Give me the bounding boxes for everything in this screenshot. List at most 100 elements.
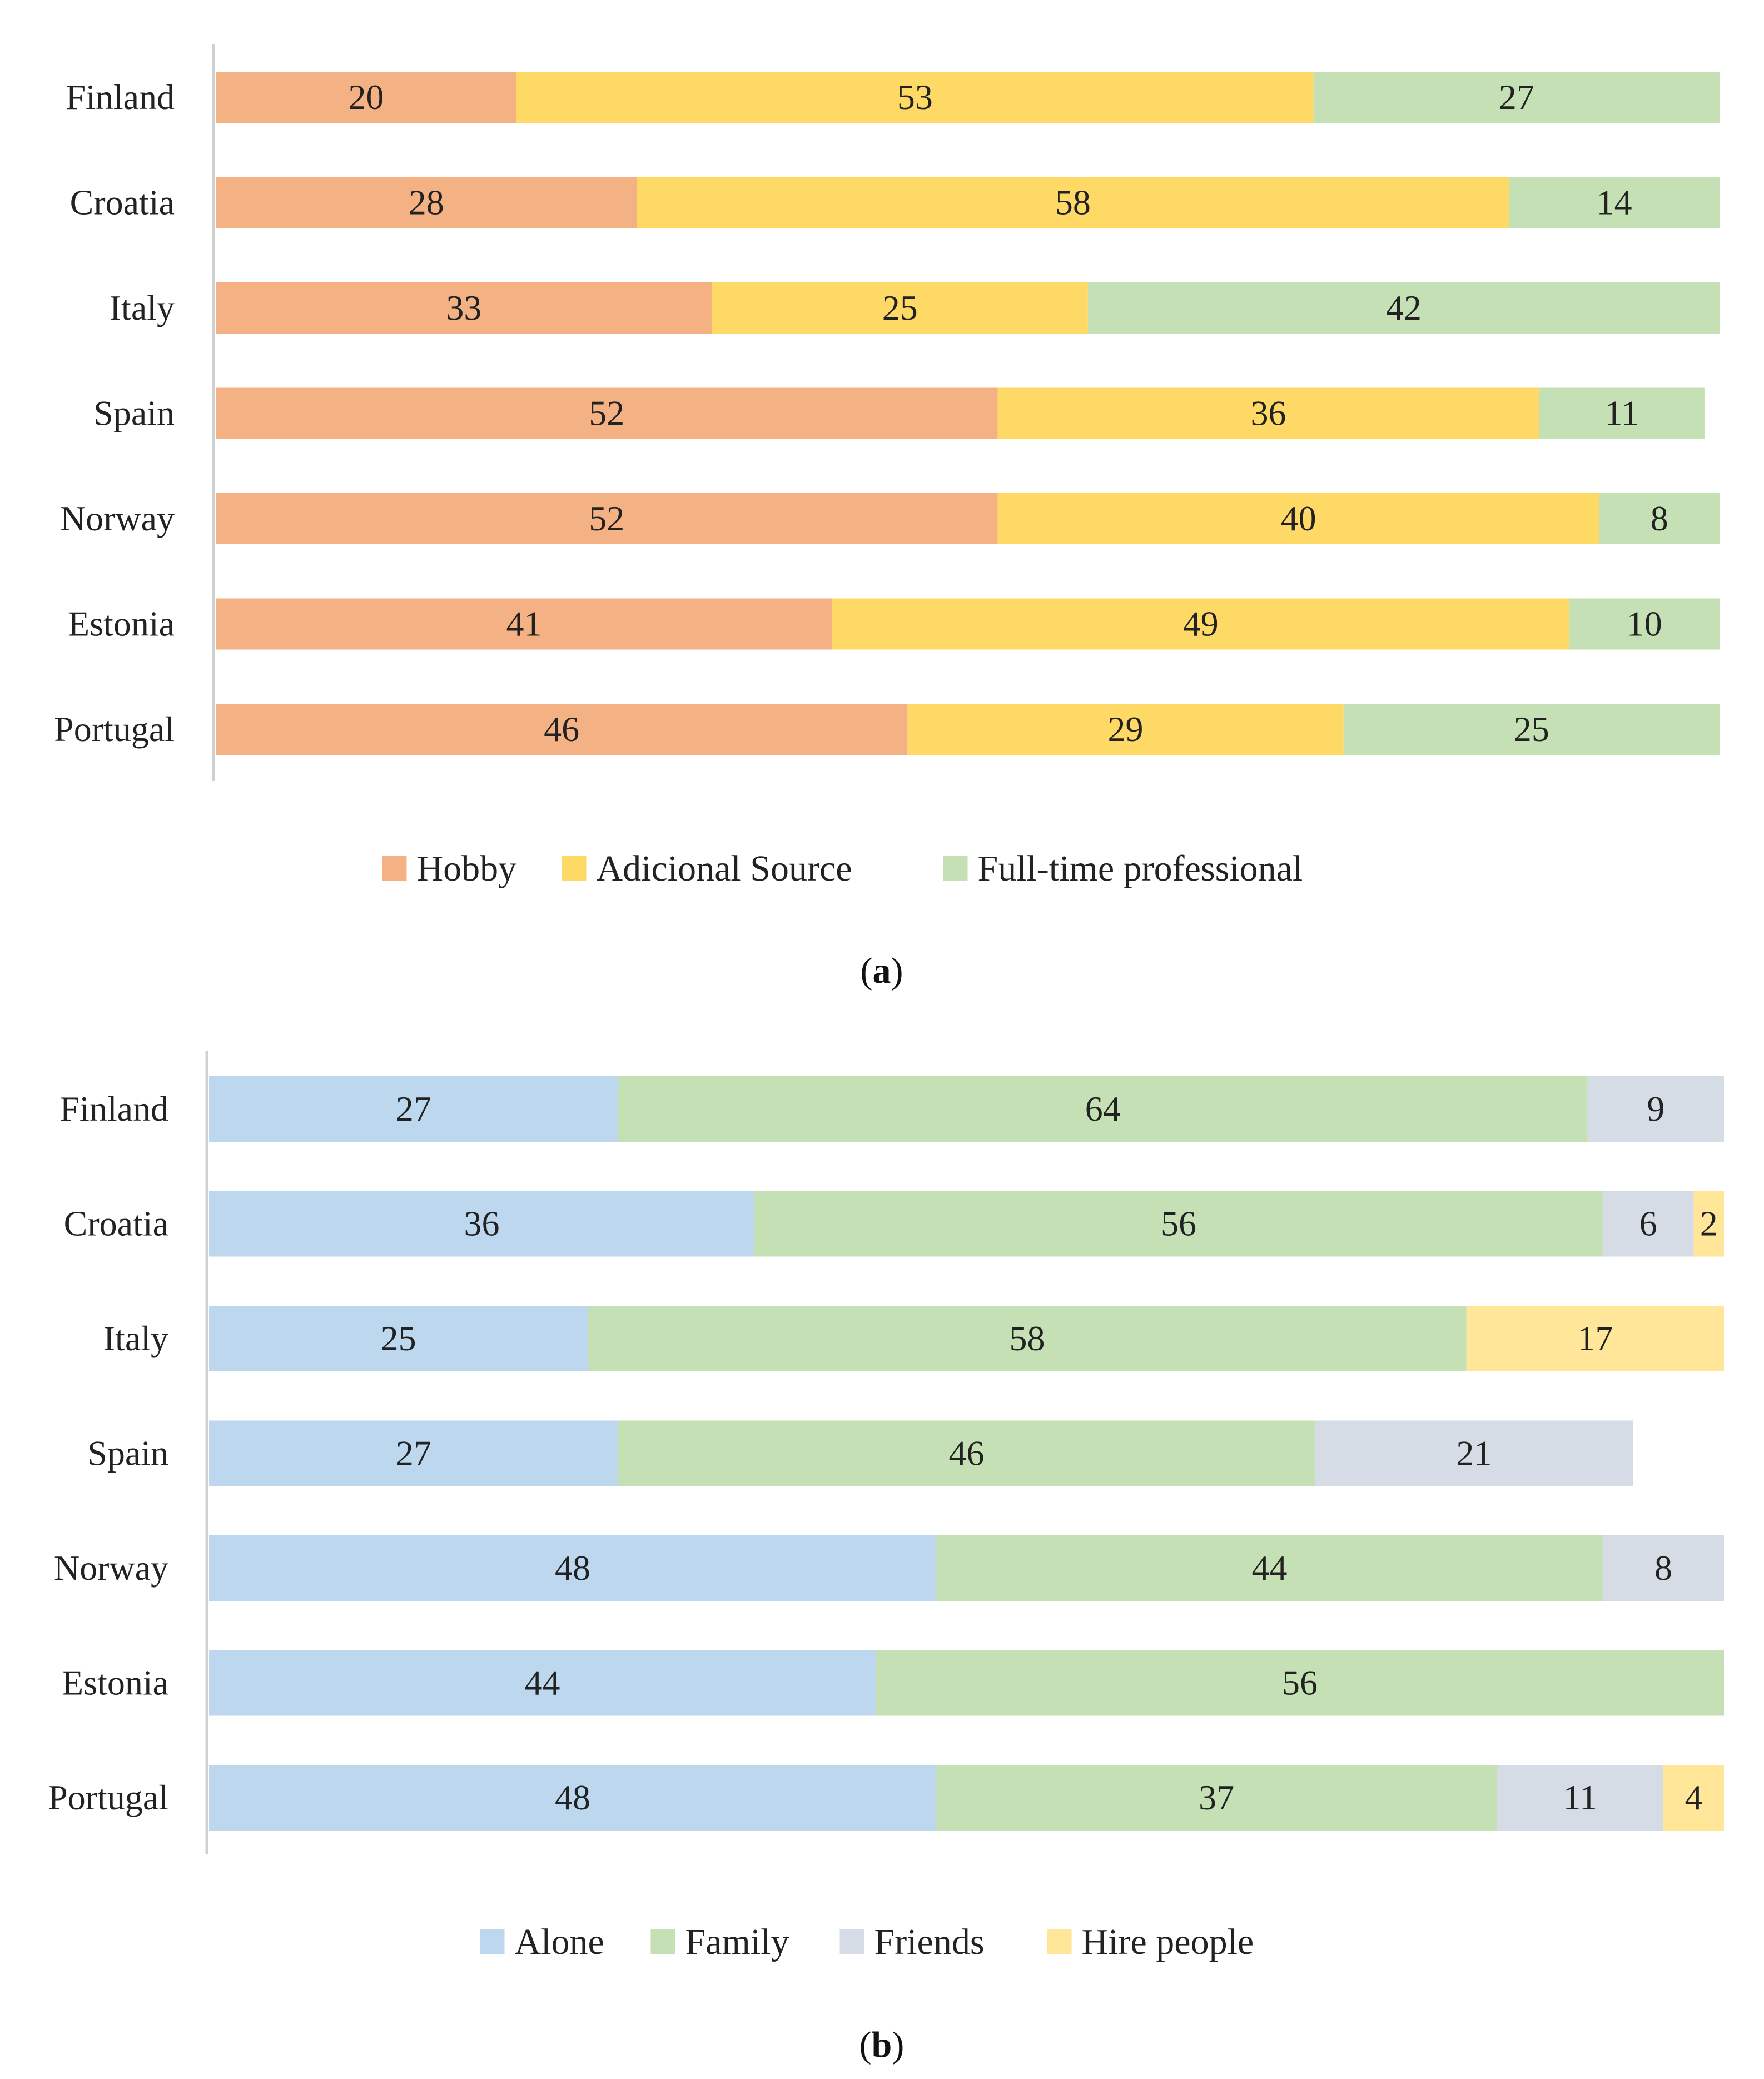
- chart-b-data-label-estonia-family: 56: [1282, 1663, 1318, 1703]
- chart-b-legend-swatch-friends: [839, 1929, 864, 1954]
- chart-a-bar-norway-full-time-professional: [1599, 493, 1720, 544]
- chart-b-data-label-norway-friends: 8: [1654, 1548, 1672, 1588]
- chart-b-bar-portugal-family: [936, 1765, 1497, 1831]
- chart-b-bar-croatia-friends: [1603, 1191, 1694, 1257]
- chart-b-bar-portugal-hire-people: [1663, 1765, 1724, 1831]
- chart-b-data-label-portugal-family: 37: [1199, 1778, 1234, 1817]
- chart-a-bar-italy-hobby: [216, 282, 712, 334]
- chart-a-bar-croatia-full-time-professional: [1509, 177, 1720, 228]
- chart-a-data-label-finland-hobby: 20: [349, 77, 384, 117]
- chart-b-bar-croatia-alone: [209, 1191, 754, 1257]
- chart-b-data-label-estonia-alone: 44: [525, 1663, 560, 1703]
- chart-a-data-label-croatia-hobby: 28: [409, 183, 444, 222]
- caption-b: (b): [859, 2025, 905, 2065]
- chart-a-bar-norway-hobby: [216, 493, 998, 544]
- chart-b-legend-label-friends: Friends: [874, 1922, 985, 1962]
- chart-a-legend-swatch-hobby: [382, 856, 407, 881]
- chart-b-legend-label-family: Family: [685, 1922, 789, 1962]
- chart-b-data-label-finland-friends: 9: [1647, 1089, 1664, 1128]
- chart-a-legend-swatch-full-time-professional: [943, 856, 968, 881]
- chart-a-data-label-estonia-hobby: 41: [506, 604, 542, 644]
- chart-b-category-label-estonia: Estonia: [62, 1663, 168, 1703]
- chart-b-bar-italy-hire-people: [1466, 1306, 1724, 1371]
- chart-a-category-label-finland: Finland: [66, 77, 175, 117]
- chart-b-bar-croatia-family: [754, 1191, 1603, 1257]
- chart-a-bar-portugal-hobby: [216, 704, 908, 755]
- chart-a-category-label-estonia: Estonia: [68, 604, 175, 644]
- chart-b-data-label-spain-family: 46: [949, 1434, 985, 1473]
- chart-a-bar-croatia-adicional-source: [637, 177, 1509, 228]
- chart-b-data-label-croatia-family: 56: [1161, 1204, 1196, 1244]
- chart-a-data-label-finland-full-time-professional: 27: [1499, 77, 1534, 117]
- chart-a-category-label-spain: Spain: [93, 394, 175, 433]
- chart-b-data-label-italy-family: 58: [1010, 1319, 1045, 1358]
- chart-b-bar-spain-friends: [1315, 1420, 1633, 1486]
- chart-b-bar-spain-alone: [209, 1420, 618, 1486]
- chart-a-data-label-norway-hobby: 52: [589, 499, 624, 538]
- chart-b-legend-swatch-hire-people: [1047, 1929, 1072, 1954]
- chart-b-bar-portugal-alone: [209, 1765, 936, 1831]
- chart-a-data-label-norway-adicional-source: 40: [1281, 499, 1316, 538]
- chart-b-bar-croatia-hire-people: [1693, 1191, 1724, 1257]
- chart-a-legend-swatch-adicional-source: [562, 856, 587, 881]
- chart-a-category-label-norway: Norway: [60, 499, 175, 538]
- chart-a-bar-portugal-full-time-professional: [1343, 704, 1720, 755]
- chart-b-bar-finland-family: [618, 1076, 1588, 1142]
- chart-a-data-label-italy-full-time-professional: 42: [1386, 288, 1422, 327]
- chart-a-data-label-spain-adicional-source: 36: [1251, 394, 1286, 433]
- chart-b-bar-finland-alone: [209, 1076, 618, 1142]
- chart-b-category-label-croatia: Croatia: [64, 1204, 168, 1244]
- chart-b-work-help: Finland 27 64 9 Croatia 36 56 6 2 Italy 25 58 17 Spai…: [48, 1051, 1724, 1962]
- chart-b-legend-swatch-alone: [480, 1929, 505, 1954]
- chart-b-bar-norway-family: [936, 1535, 1603, 1601]
- chart-a-data-label-italy-adicional-source: 25: [882, 288, 918, 327]
- chart-a-category-label-portugal: Portugal: [54, 709, 175, 749]
- chart-b-bar-norway-alone: [209, 1535, 936, 1601]
- chart-a-category-label-croatia: Croatia: [70, 183, 175, 222]
- chart-b-legend-swatch-family: [650, 1929, 675, 1954]
- chart-a-bar-croatia-hobby: [216, 177, 637, 228]
- chart-b-data-label-portugal-hire-people: 4: [1685, 1778, 1703, 1817]
- chart-b-data-label-spain-alone: 27: [396, 1434, 431, 1473]
- chart-a-bar-norway-adicional-source: [997, 493, 1599, 544]
- chart-a-legend-label-full-time-professional: Full-time professional: [978, 848, 1303, 889]
- chart-a-data-label-estonia-adicional-source: 49: [1183, 604, 1219, 644]
- chart-b-data-label-finland-family: 64: [1085, 1089, 1121, 1128]
- chart-a-bar-spain-full-time-professional: [1539, 387, 1705, 439]
- chart-a-bar-spain-hobby: [216, 387, 998, 439]
- chart-b-data-label-croatia-friends: 6: [1639, 1204, 1657, 1244]
- chart-a-bar-italy-full-time-professional: [1087, 282, 1720, 334]
- chart-a-legend-label-adicional-source: Adicional Source: [597, 848, 852, 889]
- chart-b-data-label-spain-friends: 21: [1456, 1434, 1492, 1473]
- chart-a-data-label-croatia-adicional-source: 58: [1055, 183, 1091, 222]
- chart-b-bar-estonia-family: [876, 1650, 1724, 1716]
- chart-a-bar-estonia-full-time-professional: [1569, 598, 1720, 650]
- chart-b-legend-label-hire-people: Hire people: [1082, 1922, 1254, 1962]
- chart-b-category-label-norway: Norway: [54, 1548, 168, 1588]
- chart-b-legend-label-alone: Alone: [515, 1922, 604, 1962]
- chart-b-data-label-finland-alone: 27: [396, 1089, 431, 1128]
- chart-a-bar-finland-adicional-source: [516, 72, 1314, 123]
- chart-b-data-label-italy-alone: 25: [381, 1319, 416, 1358]
- caption-a: (a): [861, 951, 903, 991]
- chart-b-bar-italy-family: [588, 1306, 1467, 1371]
- chart-a-data-label-portugal-hobby: 46: [544, 709, 579, 749]
- chart-a-data-label-croatia-full-time-professional: 14: [1597, 183, 1632, 222]
- chart-b-data-label-portugal-friends: 11: [1563, 1778, 1597, 1817]
- chart-a-data-label-norway-full-time-professional: 8: [1651, 499, 1668, 538]
- chart-a-bar-estonia-hobby: [216, 598, 833, 650]
- chart-b-category-label-spain: Spain: [87, 1434, 168, 1473]
- chart-b-data-label-italy-hire-people: 17: [1577, 1319, 1613, 1358]
- chart-a-data-label-finland-adicional-source: 53: [897, 77, 933, 117]
- chart-b-data-label-norway-alone: 48: [555, 1548, 590, 1588]
- chart-a-hobby-vs-income: Finland 20 53 27 Croatia 28 58 14 Italy 33 25 42 Spa…: [54, 44, 1720, 889]
- chart-a-bar-spain-adicional-source: [997, 387, 1539, 439]
- chart-a-legend: Hobby Adicional Source Full-time professio…: [382, 848, 1303, 889]
- chart-b-category-label-finland: Finland: [59, 1089, 168, 1128]
- chart-a-legend-label-hobby: Hobby: [417, 848, 517, 889]
- chart-b-bar-spain-family: [618, 1420, 1315, 1486]
- chart-b-data-label-croatia-alone: 36: [464, 1204, 500, 1244]
- chart-a-data-label-spain-hobby: 52: [589, 394, 624, 433]
- chart-a-bar-portugal-adicional-source: [907, 704, 1344, 755]
